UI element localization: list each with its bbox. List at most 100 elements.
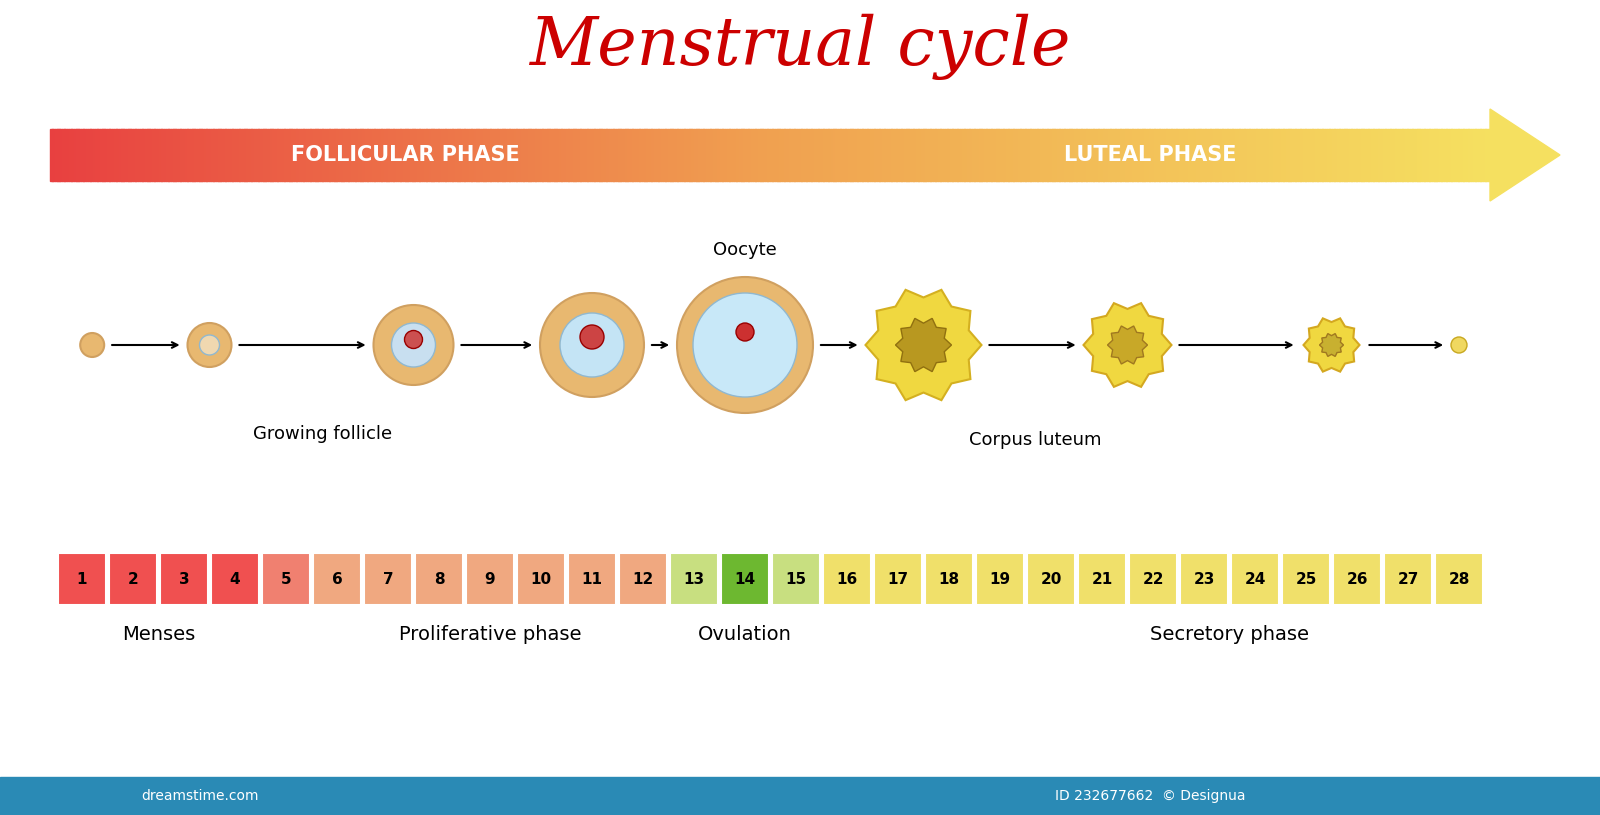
- Bar: [1166, 129, 1170, 181]
- Bar: [691, 129, 694, 181]
- Bar: [715, 129, 718, 181]
- Bar: [478, 129, 482, 181]
- Bar: [1275, 129, 1278, 181]
- Bar: [838, 129, 842, 181]
- Bar: [464, 129, 467, 181]
- Bar: [864, 129, 867, 181]
- Bar: [974, 129, 978, 181]
- Bar: [518, 129, 522, 181]
- Bar: [1474, 129, 1475, 181]
- Bar: [307, 129, 310, 181]
- Bar: [826, 129, 829, 181]
- Bar: [712, 129, 715, 181]
- Bar: [850, 129, 853, 181]
- Bar: [272, 129, 275, 181]
- Text: Menstrual cycle: Menstrual cycle: [530, 14, 1070, 80]
- Bar: [94, 129, 98, 181]
- Bar: [1390, 129, 1394, 181]
- Bar: [1438, 129, 1442, 181]
- Bar: [923, 129, 926, 181]
- Bar: [1317, 129, 1320, 181]
- Bar: [80, 129, 83, 181]
- Bar: [166, 129, 170, 181]
- Bar: [1387, 129, 1390, 181]
- Bar: [934, 129, 938, 181]
- Bar: [774, 129, 778, 181]
- Bar: [899, 129, 902, 181]
- Bar: [218, 129, 221, 181]
- Bar: [294, 129, 296, 181]
- Bar: [1453, 129, 1456, 181]
- Bar: [1322, 129, 1325, 181]
- Bar: [222, 129, 226, 181]
- Bar: [350, 129, 354, 181]
- Bar: [197, 129, 200, 181]
- Bar: [1384, 553, 1432, 605]
- Bar: [1181, 129, 1184, 181]
- Bar: [250, 129, 251, 181]
- Bar: [256, 129, 259, 181]
- Text: 19: 19: [989, 571, 1011, 587]
- Bar: [325, 129, 328, 181]
- Bar: [483, 129, 486, 181]
- Bar: [211, 129, 214, 181]
- Bar: [1181, 553, 1229, 605]
- Bar: [1283, 129, 1286, 181]
- Bar: [418, 129, 419, 181]
- Bar: [149, 129, 152, 181]
- Bar: [976, 553, 1024, 605]
- Bar: [1432, 129, 1435, 181]
- Bar: [1373, 129, 1376, 181]
- Bar: [677, 129, 680, 181]
- Bar: [154, 129, 157, 181]
- Bar: [666, 129, 669, 181]
- Bar: [946, 129, 947, 181]
- Bar: [806, 129, 810, 181]
- Bar: [670, 553, 718, 605]
- Bar: [909, 129, 912, 181]
- Bar: [354, 129, 355, 181]
- Bar: [306, 129, 309, 181]
- Bar: [147, 129, 150, 181]
- Bar: [282, 129, 285, 181]
- Bar: [918, 129, 922, 181]
- Bar: [645, 129, 646, 181]
- Bar: [736, 129, 739, 181]
- Bar: [971, 129, 974, 181]
- Bar: [552, 129, 555, 181]
- Bar: [117, 129, 118, 181]
- Bar: [1246, 129, 1250, 181]
- Bar: [371, 129, 374, 181]
- Bar: [162, 129, 165, 181]
- Bar: [706, 129, 709, 181]
- Bar: [960, 129, 963, 181]
- Bar: [1256, 129, 1259, 181]
- Bar: [750, 129, 754, 181]
- Bar: [699, 129, 701, 181]
- Bar: [1184, 129, 1186, 181]
- Text: 2: 2: [128, 571, 138, 587]
- Bar: [608, 129, 611, 181]
- Bar: [58, 553, 106, 605]
- Bar: [330, 129, 333, 181]
- Bar: [648, 129, 651, 181]
- Bar: [310, 129, 314, 181]
- Text: 8: 8: [434, 571, 445, 587]
- Bar: [1363, 129, 1366, 181]
- Bar: [739, 129, 741, 181]
- Bar: [1096, 129, 1099, 181]
- Text: Secretory phase: Secretory phase: [1150, 625, 1309, 644]
- Bar: [1414, 129, 1418, 181]
- Bar: [1286, 129, 1288, 181]
- Bar: [304, 129, 306, 181]
- Bar: [933, 129, 936, 181]
- Bar: [1139, 129, 1142, 181]
- Bar: [586, 129, 587, 181]
- Text: 24: 24: [1245, 571, 1266, 587]
- Bar: [467, 129, 469, 181]
- Bar: [869, 129, 872, 181]
- Bar: [0, 777, 1600, 815]
- Bar: [344, 129, 346, 181]
- Bar: [182, 129, 186, 181]
- Bar: [421, 129, 424, 181]
